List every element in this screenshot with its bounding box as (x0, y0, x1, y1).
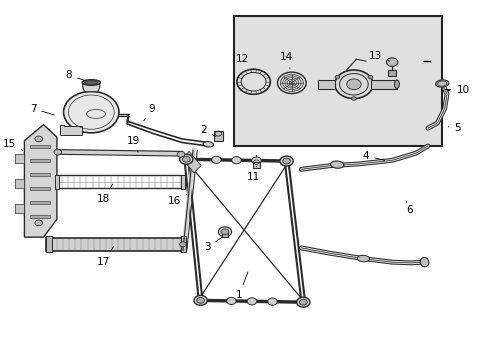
Ellipse shape (394, 80, 399, 89)
Circle shape (63, 91, 119, 133)
Polygon shape (82, 84, 100, 92)
Polygon shape (15, 179, 24, 188)
Circle shape (35, 136, 42, 142)
Circle shape (218, 227, 231, 237)
Bar (252, 162, 260, 168)
Circle shape (179, 154, 193, 164)
Bar (30, 173, 50, 176)
Bar (30, 215, 50, 217)
Text: 7: 7 (30, 104, 54, 115)
Text: 13: 13 (368, 51, 389, 61)
Polygon shape (182, 152, 201, 173)
Polygon shape (15, 204, 24, 213)
Bar (30, 159, 50, 162)
Text: 19: 19 (126, 136, 140, 152)
Text: 15: 15 (2, 139, 23, 150)
Text: 4: 4 (362, 151, 384, 161)
Text: 5: 5 (447, 123, 460, 133)
Ellipse shape (203, 141, 213, 147)
Ellipse shape (357, 255, 369, 262)
Text: 12: 12 (236, 54, 253, 69)
Bar (30, 201, 50, 203)
Circle shape (346, 79, 360, 90)
Circle shape (194, 296, 207, 305)
Circle shape (54, 149, 61, 155)
Circle shape (267, 298, 277, 305)
Circle shape (179, 242, 186, 247)
Text: 8: 8 (65, 70, 85, 81)
Ellipse shape (419, 257, 428, 267)
Bar (180, 175, 185, 189)
Circle shape (177, 152, 184, 157)
Text: 6: 6 (406, 202, 412, 215)
Polygon shape (15, 154, 24, 163)
Circle shape (196, 297, 204, 303)
Text: 10: 10 (444, 85, 469, 95)
Circle shape (351, 97, 356, 100)
Circle shape (334, 75, 339, 79)
Ellipse shape (82, 80, 100, 85)
Text: 11: 11 (246, 166, 260, 182)
Circle shape (231, 157, 241, 164)
Ellipse shape (435, 80, 448, 87)
Circle shape (334, 70, 372, 99)
Circle shape (282, 158, 290, 164)
Bar (221, 232, 228, 237)
Text: 16: 16 (167, 194, 186, 206)
Text: 18: 18 (97, 184, 112, 204)
Circle shape (279, 156, 293, 166)
Circle shape (367, 75, 372, 79)
Circle shape (226, 297, 236, 305)
Circle shape (299, 299, 306, 305)
Bar (46, 238, 184, 251)
Text: 1: 1 (236, 272, 247, 300)
Bar (30, 145, 50, 148)
Bar (387, 70, 395, 76)
Bar (46, 236, 52, 252)
Bar (30, 187, 50, 190)
Circle shape (251, 157, 261, 164)
Polygon shape (370, 80, 396, 89)
Polygon shape (60, 125, 81, 135)
Text: 3: 3 (203, 237, 222, 252)
Circle shape (246, 298, 256, 305)
Circle shape (221, 229, 228, 235)
Circle shape (182, 157, 190, 162)
Bar (54, 175, 59, 189)
Ellipse shape (84, 81, 98, 84)
Circle shape (386, 58, 397, 66)
Bar (213, 131, 223, 141)
Text: 9: 9 (143, 104, 155, 121)
Text: 14: 14 (279, 53, 292, 68)
Bar (180, 236, 186, 252)
Text: 17: 17 (97, 247, 113, 267)
Bar (233, 16, 441, 146)
Polygon shape (24, 125, 57, 237)
Circle shape (35, 220, 42, 226)
Ellipse shape (330, 161, 343, 168)
Polygon shape (317, 80, 334, 89)
Circle shape (211, 156, 221, 163)
Circle shape (296, 297, 309, 307)
Text: 2: 2 (200, 125, 215, 136)
